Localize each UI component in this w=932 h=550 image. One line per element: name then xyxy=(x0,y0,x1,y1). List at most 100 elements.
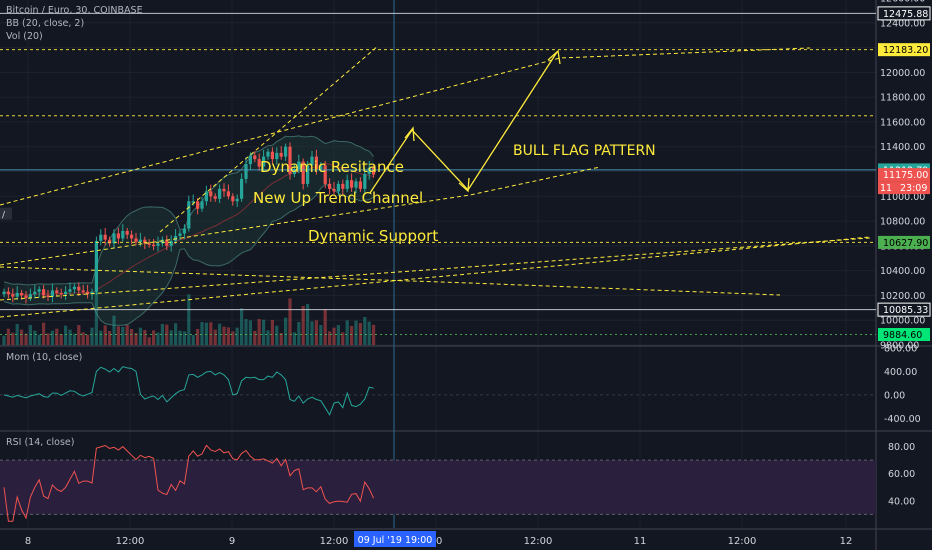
candle-body-51 xyxy=(226,191,230,197)
price-tick-label-3: 10400.00 xyxy=(880,266,925,277)
volume-bar-44 xyxy=(196,329,200,345)
volume-bar-34 xyxy=(152,330,156,345)
candle-body-24 xyxy=(108,239,112,244)
volume-bar-66 xyxy=(292,332,296,345)
price-label-box-3 xyxy=(878,168,930,182)
candle-body-73 xyxy=(323,165,327,184)
volume-bar-45 xyxy=(200,322,204,345)
candle-body-15 xyxy=(68,289,72,292)
candle-body-12 xyxy=(55,290,59,293)
volume-bar-35 xyxy=(156,332,160,345)
price-tick-label-5: 10800.00 xyxy=(880,217,925,228)
volume-bar-63 xyxy=(279,333,283,345)
candle-body-59 xyxy=(262,156,266,167)
volume-bar-59 xyxy=(262,319,266,345)
left-edge-tag-text: / xyxy=(2,211,6,221)
rsi-tick-label-1: 60.00 xyxy=(888,469,915,480)
volume-bar-42 xyxy=(187,294,191,345)
current-date-label: 09 Jul '19 19:00 xyxy=(358,535,433,546)
annotation-text-0: Dynamic Resitance xyxy=(260,158,404,176)
volume-bar-64 xyxy=(284,317,288,345)
rsi-legend[interactable]: RSI (14, close) xyxy=(6,437,75,448)
volume-bar-49 xyxy=(218,323,222,345)
volume-bar-46 xyxy=(204,322,208,345)
trend-line-4 xyxy=(159,45,379,233)
candle-body-50 xyxy=(222,188,226,192)
candle-body-22 xyxy=(99,234,103,241)
price-tick-label-11: 12000.00 xyxy=(880,68,925,79)
volume-bar-32 xyxy=(143,330,147,345)
momentum-legend[interactable]: Mom (10, close) xyxy=(6,352,83,363)
volume-bar-31 xyxy=(138,327,142,345)
price-tick-label-1: 10000.00 xyxy=(880,316,925,327)
volume-bar-20 xyxy=(90,327,94,345)
candle-body-57 xyxy=(253,155,257,160)
volume-bar-14 xyxy=(64,325,68,345)
candle-body-54 xyxy=(240,178,244,199)
volume-bar-7 xyxy=(33,330,37,345)
candle-body-42 xyxy=(187,201,191,229)
volume-bar-43 xyxy=(191,335,195,345)
volume-bar-25 xyxy=(112,315,116,345)
candle-body-26 xyxy=(116,233,120,239)
candle-body-47 xyxy=(209,191,213,197)
candle-body-65 xyxy=(288,146,292,174)
candle-body-64 xyxy=(284,146,288,157)
candle-body-48 xyxy=(213,196,217,199)
volume-bar-23 xyxy=(103,325,107,345)
candle-body-84 xyxy=(372,167,376,175)
candle-body-80 xyxy=(354,181,358,188)
volume-bar-13 xyxy=(59,334,63,345)
volume-bar-84 xyxy=(372,324,376,345)
volume-bar-69 xyxy=(306,304,310,345)
candle-body-20 xyxy=(90,291,94,295)
candle-body-70 xyxy=(310,156,314,166)
annotation-text-2: Dynamic Support xyxy=(308,227,438,245)
candle-body-36 xyxy=(160,239,164,244)
candle-body-44 xyxy=(196,201,200,209)
volume-bar-8 xyxy=(37,334,41,345)
volume-bar-55 xyxy=(244,319,248,345)
projection-arrow-path xyxy=(369,51,558,194)
candle-body-41 xyxy=(182,228,186,234)
time-tick-label-1: 12:00 xyxy=(116,536,145,547)
volume-bar-0 xyxy=(2,335,6,345)
volume-bar-56 xyxy=(248,320,252,345)
volume-bar-40 xyxy=(178,330,182,345)
volume-bar-65 xyxy=(288,298,292,345)
time-tick-label-6: 11 xyxy=(634,536,647,547)
candle-body-62 xyxy=(275,152,279,160)
volume-bar-1 xyxy=(6,328,10,345)
candle-body-46 xyxy=(204,191,208,202)
volume-bar-28 xyxy=(125,325,129,345)
arrowhead-2 xyxy=(458,177,470,193)
candle-body-52 xyxy=(231,196,235,202)
candle-body-58 xyxy=(257,159,261,167)
volume-bar-52 xyxy=(231,331,235,345)
volume-legend[interactable]: Vol (20) xyxy=(6,31,43,42)
volume-bar-81 xyxy=(358,323,362,345)
candle-body-77 xyxy=(341,183,345,189)
candle-body-28 xyxy=(125,230,129,235)
volume-bar-82 xyxy=(363,317,367,345)
trend-line-2 xyxy=(0,236,871,318)
candle-body-31 xyxy=(138,239,142,243)
price-tick-label-8: 11400.00 xyxy=(880,142,925,153)
price-tick-label-13: 12400.00 xyxy=(880,18,925,29)
candle-body-5 xyxy=(24,295,28,298)
price-label-5: 10085.33 xyxy=(883,305,928,316)
volume-bar-71 xyxy=(314,320,318,345)
volume-bar-9 xyxy=(42,322,46,345)
momentum-tick-label-0: 800.00 xyxy=(884,344,917,355)
candle-body-56 xyxy=(248,155,252,165)
volume-bar-80 xyxy=(354,320,358,345)
candle-body-34 xyxy=(152,244,156,247)
price-label-4: 10627.90 xyxy=(883,238,928,249)
volume-bar-11 xyxy=(50,330,54,345)
countdown-label: 23:09 xyxy=(900,183,927,194)
volume-bar-26 xyxy=(116,326,120,345)
volume-bar-36 xyxy=(160,324,164,345)
candle-body-16 xyxy=(72,286,76,290)
bollinger-legend[interactable]: BB (20, close, 2) xyxy=(6,18,85,29)
